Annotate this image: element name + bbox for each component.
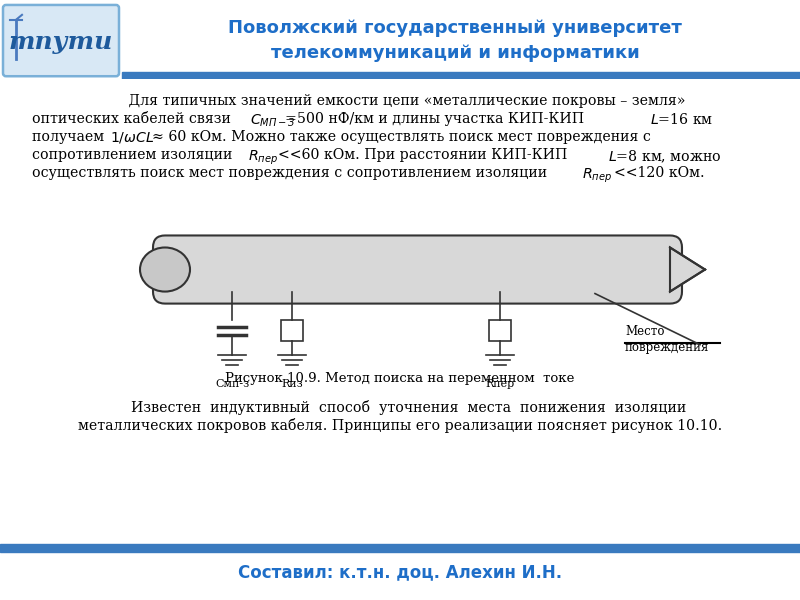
Text: телекоммуникаций и информатики: телекоммуникаций и информатики bbox=[270, 44, 639, 62]
Text: тпути: тпути bbox=[9, 29, 113, 53]
Text: $1/ωCL$: $1/ωCL$ bbox=[110, 130, 154, 145]
Bar bbox=[489, 320, 511, 341]
Bar bbox=[281, 320, 303, 341]
Text: <<60 кОм. При расстоянии КИП-КИП: <<60 кОм. При расстоянии КИП-КИП bbox=[278, 148, 572, 163]
Text: Место
повреждения: Место повреждения bbox=[625, 325, 710, 353]
Text: $R_{пер}$: $R_{пер}$ bbox=[248, 148, 278, 167]
Text: Для типичных значений емкости цепи «металлические покровы – земля»: Для типичных значений емкости цепи «мета… bbox=[114, 94, 686, 108]
Text: сопротивлением изоляции: сопротивлением изоляции bbox=[32, 148, 237, 163]
Text: Рисунок 10.9. Метод поиска на переменном  токе: Рисунок 10.9. Метод поиска на переменном… bbox=[226, 372, 574, 385]
Text: $L$=16 км: $L$=16 км bbox=[650, 112, 714, 127]
Bar bbox=[122, 72, 800, 79]
FancyBboxPatch shape bbox=[3, 5, 119, 76]
Polygon shape bbox=[670, 247, 705, 292]
Text: Смп-з: Смп-з bbox=[215, 379, 249, 389]
Bar bbox=[0, 544, 800, 552]
FancyBboxPatch shape bbox=[153, 235, 682, 304]
Text: Rиз: Rиз bbox=[281, 379, 303, 389]
Text: Составил: к.т.н. доц. Алехин И.Н.: Составил: к.т.н. доц. Алехин И.Н. bbox=[238, 563, 562, 581]
Text: $R_{пер}$: $R_{пер}$ bbox=[582, 166, 612, 185]
Text: Rпер: Rпер bbox=[486, 379, 514, 389]
Text: оптических кабелей связи: оптических кабелей связи bbox=[32, 112, 235, 126]
Text: $L$=8 км, можно: $L$=8 км, можно bbox=[608, 148, 722, 165]
Text: металлических покровов кабеля. Принципы его реализации поясняет рисунок 10.10.: металлических покровов кабеля. Принципы … bbox=[78, 418, 722, 433]
Text: Известен  индуктивный  способ  уточнения  места  понижения  изоляции: Известен индуктивный способ уточнения ме… bbox=[114, 400, 686, 415]
Text: $C_{МП-З}$: $C_{МП-З}$ bbox=[250, 112, 296, 128]
Text: <<120 кОм.: <<120 кОм. bbox=[614, 166, 705, 181]
Text: осуществлять поиск мест повреждения с сопротивлением изоляции: осуществлять поиск мест повреждения с со… bbox=[32, 166, 552, 181]
Ellipse shape bbox=[140, 247, 190, 292]
Text: Поволжский государственный университет: Поволжский государственный университет bbox=[228, 19, 682, 37]
Text: ≈ 60 кОм. Можно также осуществлять поиск мест повреждения с: ≈ 60 кОм. Можно также осуществлять поиск… bbox=[152, 130, 651, 144]
Text: получаем: получаем bbox=[32, 130, 109, 144]
Text: =500 нФ/км и длины участка КИП-КИП: =500 нФ/км и длины участка КИП-КИП bbox=[285, 112, 589, 126]
